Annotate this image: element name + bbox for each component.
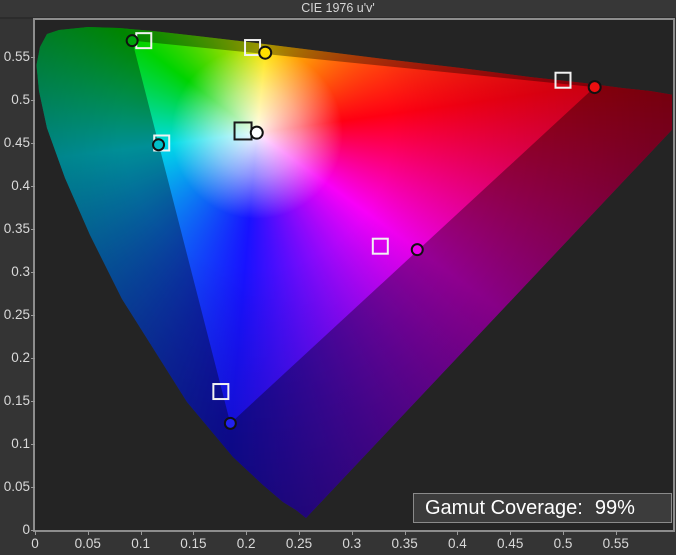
y-axis-tick — [31, 444, 35, 445]
target-square-white-point — [233, 121, 253, 141]
marker-layer — [36, 27, 672, 518]
x-axis-label: 0.25 — [285, 536, 313, 551]
x-axis-label: 0.3 — [342, 536, 362, 551]
gamut-coverage-label: Gamut Coverage: — [425, 497, 583, 519]
chart-title: CIE 1976 u'v' — [0, 0, 676, 17]
measured-point-green — [125, 34, 139, 48]
measured-point-magenta — [410, 243, 424, 257]
x-axis-label: 0.45 — [497, 536, 524, 551]
y-axis-tick — [31, 186, 35, 187]
x-axis-tick — [351, 531, 353, 535]
plot-area — [35, 20, 672, 529]
x-axis-label: 0.35 — [391, 536, 418, 551]
x-axis-label: 0.1 — [131, 536, 150, 551]
gamut-coverage-value: 99% — [594, 497, 635, 519]
x-axis-label: 0 — [31, 536, 39, 551]
y-axis-label: 0.55 — [3, 49, 30, 64]
x-axis-tick — [35, 531, 36, 535]
y-axis-label: 0.35 — [3, 221, 30, 236]
target-square-red — [554, 71, 572, 89]
x-axis-tick — [404, 531, 406, 535]
x-axis-tick — [299, 531, 300, 535]
x-axis-tick — [193, 531, 195, 535]
measured-point-blue — [223, 416, 237, 430]
x-axis-tick — [87, 531, 89, 535]
y-axis-tick — [31, 272, 35, 273]
target-square-magenta — [371, 237, 389, 255]
x-axis-label: 0.05 — [74, 536, 101, 551]
y-axis-tick — [31, 358, 35, 359]
x-axis-tick — [615, 531, 617, 535]
y-axis-tick — [31, 530, 35, 531]
y-axis-tick — [31, 315, 35, 316]
y-axis-label: 0.3 — [11, 264, 30, 279]
y-axis-tick — [31, 487, 35, 488]
gamut-dim-overlay — [36, 27, 672, 518]
y-axis-label: 0.4 — [11, 178, 30, 193]
x-axis-tick — [457, 531, 459, 535]
x-axis-tick — [563, 531, 564, 535]
measured-point-red — [587, 80, 602, 95]
x-axis-tick — [140, 531, 142, 535]
y-axis-tick — [31, 401, 35, 402]
x-axis-label: 0.5 — [553, 536, 573, 551]
measured-point-white-point — [249, 125, 264, 140]
y-axis-label: 0.15 — [3, 393, 30, 408]
y-axis-tick — [31, 229, 35, 230]
measured-point-yellow — [258, 45, 273, 60]
y-axis-label: 0.5 — [11, 92, 30, 107]
x-axis-label: 0.4 — [448, 536, 467, 551]
y-axis-label: 0.05 — [3, 479, 30, 494]
y-axis-tick — [31, 143, 35, 144]
x-axis-tick — [246, 531, 248, 535]
x-axis-label: 0.2 — [236, 536, 256, 551]
target-square-yellow — [244, 39, 262, 57]
y-axis-label: 0.1 — [11, 436, 30, 451]
gamut-coverage-badge: Gamut Coverage: 99% — [413, 493, 672, 523]
y-axis-tick — [31, 100, 35, 101]
x-axis-label: 0.15 — [180, 536, 207, 551]
y-axis-label: 0.25 — [3, 307, 30, 322]
measured-point-cyan — [152, 138, 166, 152]
y-axis-label: 0 — [22, 522, 30, 537]
y-axis-label: 0.2 — [11, 350, 30, 365]
y-axis-tick — [31, 57, 35, 58]
y-axis-label: 0.45 — [3, 135, 30, 150]
x-axis-label: 0.55 — [602, 536, 629, 551]
x-axis-tick — [510, 531, 512, 535]
target-square-blue — [212, 383, 230, 401]
